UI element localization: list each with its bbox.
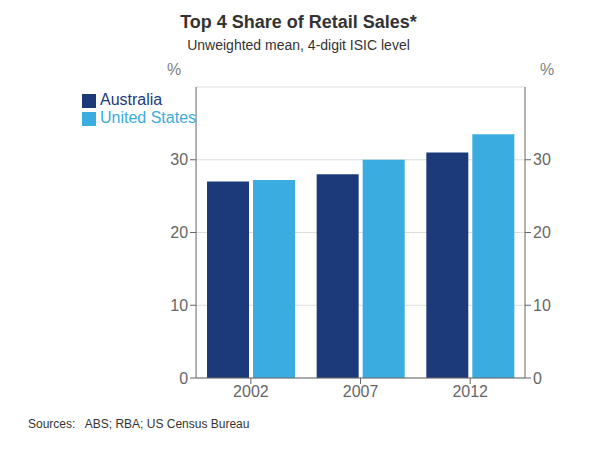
svg-text:2002: 2002	[233, 383, 269, 400]
svg-text:0: 0	[179, 370, 188, 387]
svg-text:10: 10	[170, 297, 188, 314]
svg-text:10: 10	[533, 297, 551, 314]
html-text:Australia: Australia	[100, 91, 163, 108]
svg-text:20: 20	[533, 224, 551, 241]
svg-text:2012: 2012	[452, 383, 488, 400]
svg-text:%: %	[167, 61, 181, 78]
svg-text:%: %	[540, 61, 554, 78]
html-text:Top 4 Share of Retail Sales*: Top 4 Share of Retail Sales*	[180, 12, 417, 32]
svg-text:30: 30	[533, 151, 551, 168]
svg-text:2007: 2007	[343, 383, 379, 400]
html-text:Unweighted mean, 4-digit ISIC: Unweighted mean, 4-digit ISIC level	[187, 37, 410, 53]
svg-text:20: 20	[170, 224, 188, 241]
html-text:Sources: ABS; RBA; US Census B: Sources: ABS; RBA; US Census Bureau	[28, 417, 250, 431]
svg-text:30: 30	[170, 151, 188, 168]
svg-text:0: 0	[533, 370, 542, 387]
html-text:United States: United States	[100, 109, 197, 126]
